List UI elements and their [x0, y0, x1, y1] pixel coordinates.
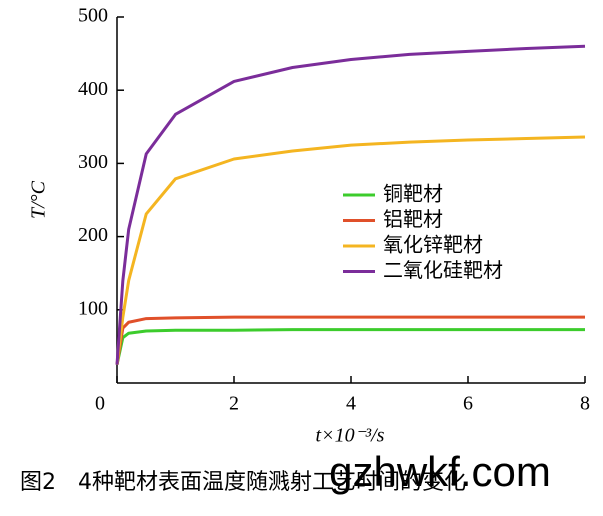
legend-label: 铝靶材	[383, 207, 443, 231]
series-line	[115, 44, 586, 365]
y-tick-label: 300	[78, 151, 108, 173]
x-tick-label: 6	[463, 393, 473, 415]
legend-label: 氧化锌靶材	[383, 233, 483, 257]
x-axis-label: t×10⁻³/s	[316, 425, 385, 447]
y-tick-label: 200	[78, 224, 108, 246]
caption: 图2 4种靶材表面温度随溅射工艺时间的变化	[20, 470, 466, 495]
watermark: gzhwkf.com	[329, 448, 551, 495]
x-tick-label: 0	[95, 393, 105, 415]
y-axis-label: T/°C	[28, 180, 50, 219]
legend-label: 铜靶材	[383, 182, 443, 206]
y-tick-label: 100	[78, 297, 108, 319]
legend-label: 二氧化硅靶材	[383, 258, 503, 282]
series-line	[115, 315, 585, 365]
x-tick-label: 4	[346, 393, 356, 415]
series-line	[115, 328, 585, 366]
x-tick-label: 8	[580, 393, 590, 415]
x-tick-label: 2	[229, 393, 239, 415]
y-tick-label: 400	[78, 78, 108, 100]
y-tick-label: 500	[78, 5, 108, 27]
series-line	[115, 135, 586, 365]
